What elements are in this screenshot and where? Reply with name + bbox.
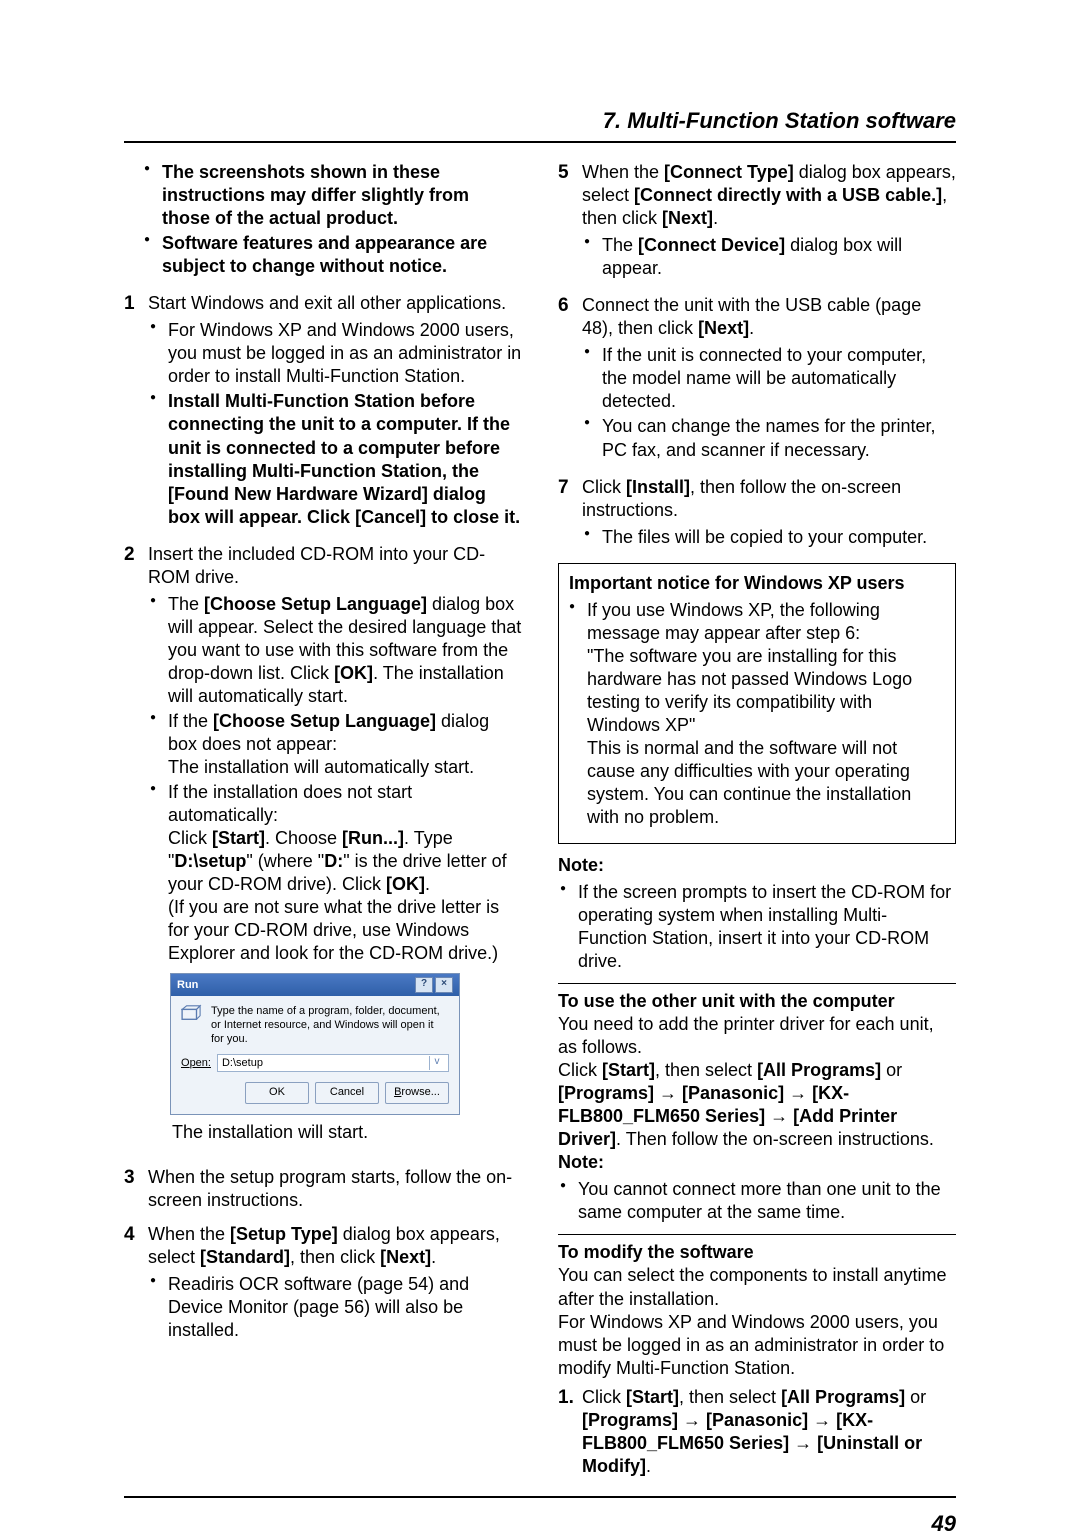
note-label: Note: [558,854,956,877]
run-icon [181,1004,203,1026]
step-text: The installation will start. [172,1121,522,1144]
step-bullet: The [Choose Setup Language] dialog box w… [168,593,522,708]
notice-box: Important notice for Windows XP users If… [558,563,956,844]
run-dialog-title: Run [177,978,198,992]
body-text: Click [Start], then select [All Programs… [558,1059,956,1151]
run-open-label: Open: [181,1056,211,1070]
chevron-down-icon[interactable]: v [429,1056,444,1070]
step-number: 6 [558,294,582,465]
step-number: 4 [124,1223,148,1346]
note-bullet: You cannot connect more than one unit to… [578,1178,956,1224]
notice-title: Important notice for Windows XP users [569,572,945,595]
browse-button[interactable]: Browse... [385,1082,449,1104]
notice-bullet: If you use Windows XP, the following mes… [587,599,945,829]
step-text: Connect the unit with the USB cable (pag… [582,294,956,340]
body-text: You need to add the printer driver for e… [558,1013,956,1059]
right-column: 5 When the [Connect Type] dialog box app… [558,161,956,1488]
step-number: 5 [558,161,582,284]
step-number: 1 [124,292,148,532]
ok-button[interactable]: OK [245,1082,309,1104]
step-bullet: If the unit is connected to your compute… [602,344,956,413]
sub-heading: To use the other unit with the computer [558,990,956,1013]
intro-note: The screenshots shown in these instructi… [162,161,522,230]
step-bullet: Install Multi-Function Station before co… [168,390,522,528]
step-bullet: For Windows XP and Windows 2000 users, y… [168,319,522,388]
step-number: 7 [558,476,582,553]
body-text: For Windows XP and Windows 2000 users, y… [558,1311,956,1380]
run-dialog: Run ? × Type the name of a program, fold… [170,973,460,1115]
sub-heading: To modify the software [558,1241,956,1264]
step-number: 3 [124,1166,148,1212]
step-bullet: If the [Choose Setup Language] dialog bo… [168,710,522,779]
note-bullet: If the screen prompts to insert the CD-R… [578,881,956,973]
body-text: You can select the components to install… [558,1264,956,1310]
intro-note: Software features and appearance are sub… [162,232,522,278]
step-text: Click [Install], then follow the on-scre… [582,476,956,522]
step-bullet: The files will be copied to your compute… [602,526,956,549]
step-text: When the [Setup Type] dialog box appears… [148,1223,522,1269]
note-label: Note: [558,1151,956,1174]
list-number: 1. [558,1386,582,1478]
cancel-button[interactable]: Cancel [315,1082,379,1104]
section-header: 7. Multi-Function Station software [124,107,956,143]
left-column: The screenshots shown in these instructi… [124,161,522,1488]
close-icon[interactable]: × [435,977,453,993]
step-text: Insert the included CD-ROM into your CD-… [148,543,522,589]
run-open-input[interactable]: D:\setup v [217,1054,449,1072]
step-text: Click [Start], then select [All Programs… [582,1386,956,1478]
step-bullet: You can change the names for the printer… [602,415,956,461]
step-text: When the [Connect Type] dialog box appea… [582,161,956,230]
run-dialog-desc: Type the name of a program, folder, docu… [211,1004,449,1046]
step-text: When the setup program starts, follow th… [148,1166,522,1212]
step-bullet: Readiris OCR software (page 54) and Devi… [168,1273,522,1342]
step-number: 2 [124,543,148,1157]
page-number: 49 [124,1510,956,1538]
help-icon[interactable]: ? [415,977,433,993]
step-text: Start Windows and exit all other applica… [148,292,522,315]
step-bullet: If the installation does not start autom… [168,781,522,965]
step-bullet: The [Connect Device] dialog box will app… [602,234,956,280]
